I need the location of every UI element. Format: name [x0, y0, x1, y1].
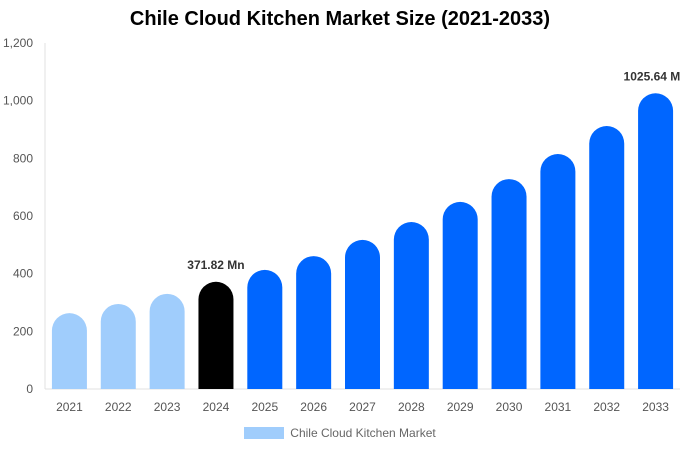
x-tick-label: 2031: [545, 400, 572, 414]
legend-swatch: [244, 427, 285, 439]
bar-2021: [51, 313, 87, 389]
y-tick-label: 1,000: [3, 94, 33, 108]
data-label-2033: 1025.64 Mn: [624, 69, 680, 83]
y-tick-label: 400: [13, 267, 33, 281]
x-tick-label: 2030: [496, 400, 523, 414]
x-tick-label: 2029: [447, 400, 474, 414]
y-tick-label: 1,200: [3, 36, 33, 50]
bar-2030: [491, 179, 527, 389]
bar-2029: [442, 201, 478, 389]
x-tick-label: 2021: [56, 400, 83, 414]
x-tick-label: 2025: [251, 400, 278, 414]
bar-2024: [198, 281, 234, 389]
bar-2031: [540, 154, 576, 389]
bar-2023: [149, 293, 185, 389]
x-tick-label: 2023: [154, 400, 181, 414]
bar-2033: [638, 93, 674, 389]
y-tick-label: 0: [26, 382, 33, 396]
y-tick-label: 600: [13, 209, 33, 223]
x-tick-label: 2033: [642, 400, 669, 414]
y-tick-label: 800: [13, 151, 33, 165]
chart-title: Chile Cloud Kitchen Market Size (2021-20…: [129, 8, 551, 30]
x-tick-label: 2026: [300, 400, 327, 414]
legend-label[interactable]: Chile Cloud Kitchen Market: [290, 426, 436, 440]
bar-2026: [296, 256, 332, 389]
bar-2025: [247, 269, 283, 389]
x-tick-label: 2032: [593, 400, 620, 414]
data-label-2024: 371.82 Mn: [187, 258, 244, 272]
bar-2028: [393, 222, 429, 389]
legend: Chile Cloud Kitchen Market: [0, 426, 680, 440]
bar-2027: [345, 239, 380, 389]
x-tick-label: 2022: [105, 400, 132, 414]
x-tick-label: 2024: [203, 400, 230, 414]
x-tick-label: 2027: [349, 400, 376, 414]
x-tick-label: 2028: [398, 400, 425, 414]
bar-2022: [100, 303, 136, 389]
bar-2032: [589, 126, 625, 389]
y-tick-label: 200: [13, 324, 33, 338]
